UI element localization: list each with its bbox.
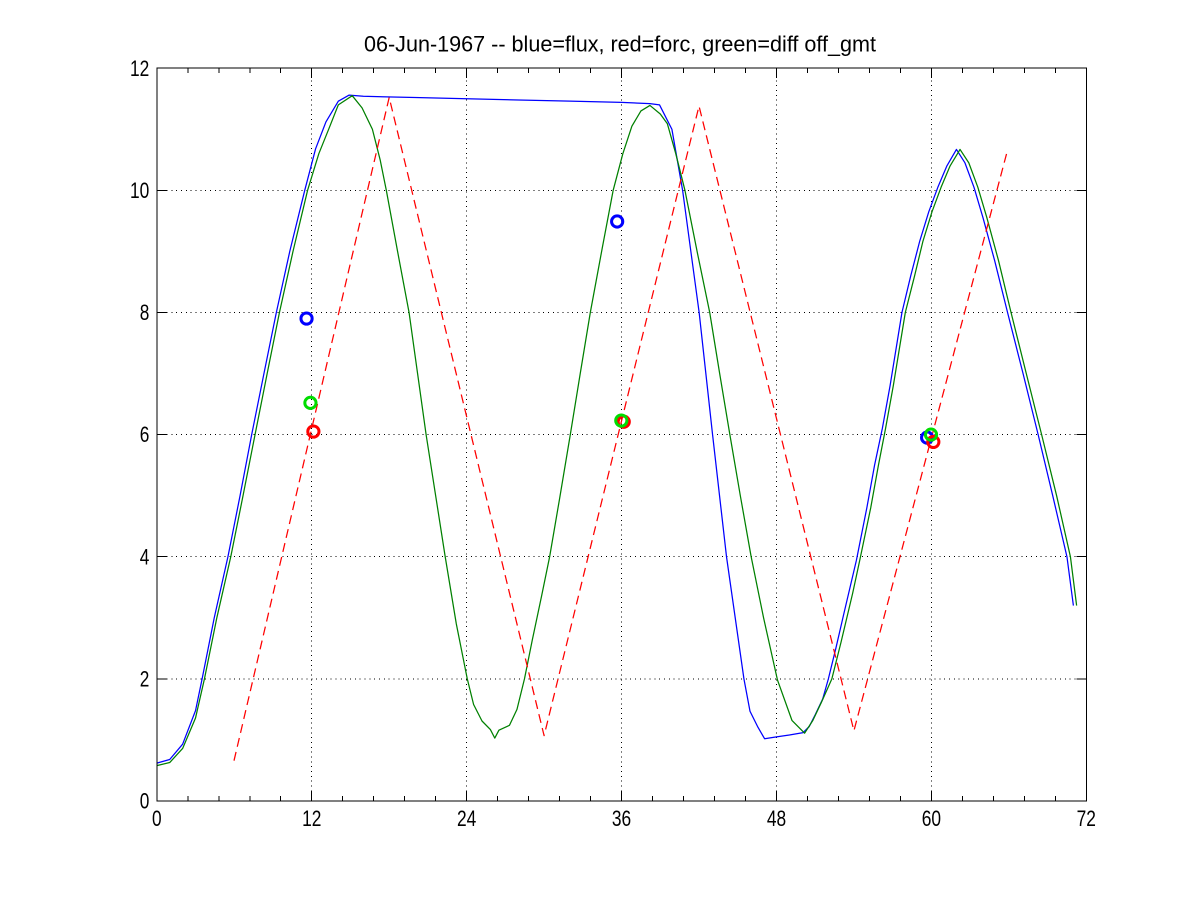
svg-text:36: 36 — [612, 806, 631, 831]
svg-text:10: 10 — [130, 178, 149, 203]
svg-text:12: 12 — [130, 56, 149, 81]
svg-text:6: 6 — [140, 422, 150, 447]
svg-text:48: 48 — [767, 806, 786, 831]
svg-text:12: 12 — [302, 806, 321, 831]
svg-text:24: 24 — [457, 806, 476, 831]
svg-text:2: 2 — [140, 666, 150, 691]
svg-text:0: 0 — [140, 789, 150, 814]
svg-text:4: 4 — [140, 544, 150, 569]
svg-text:0: 0 — [152, 806, 162, 831]
svg-text:60: 60 — [922, 806, 941, 831]
svg-text:72: 72 — [1077, 806, 1096, 831]
svg-text:8: 8 — [140, 300, 150, 325]
svg-text:06-Jun-1967 -- blue=flux, red=: 06-Jun-1967 -- blue=flux, red=forc, gree… — [364, 32, 876, 57]
